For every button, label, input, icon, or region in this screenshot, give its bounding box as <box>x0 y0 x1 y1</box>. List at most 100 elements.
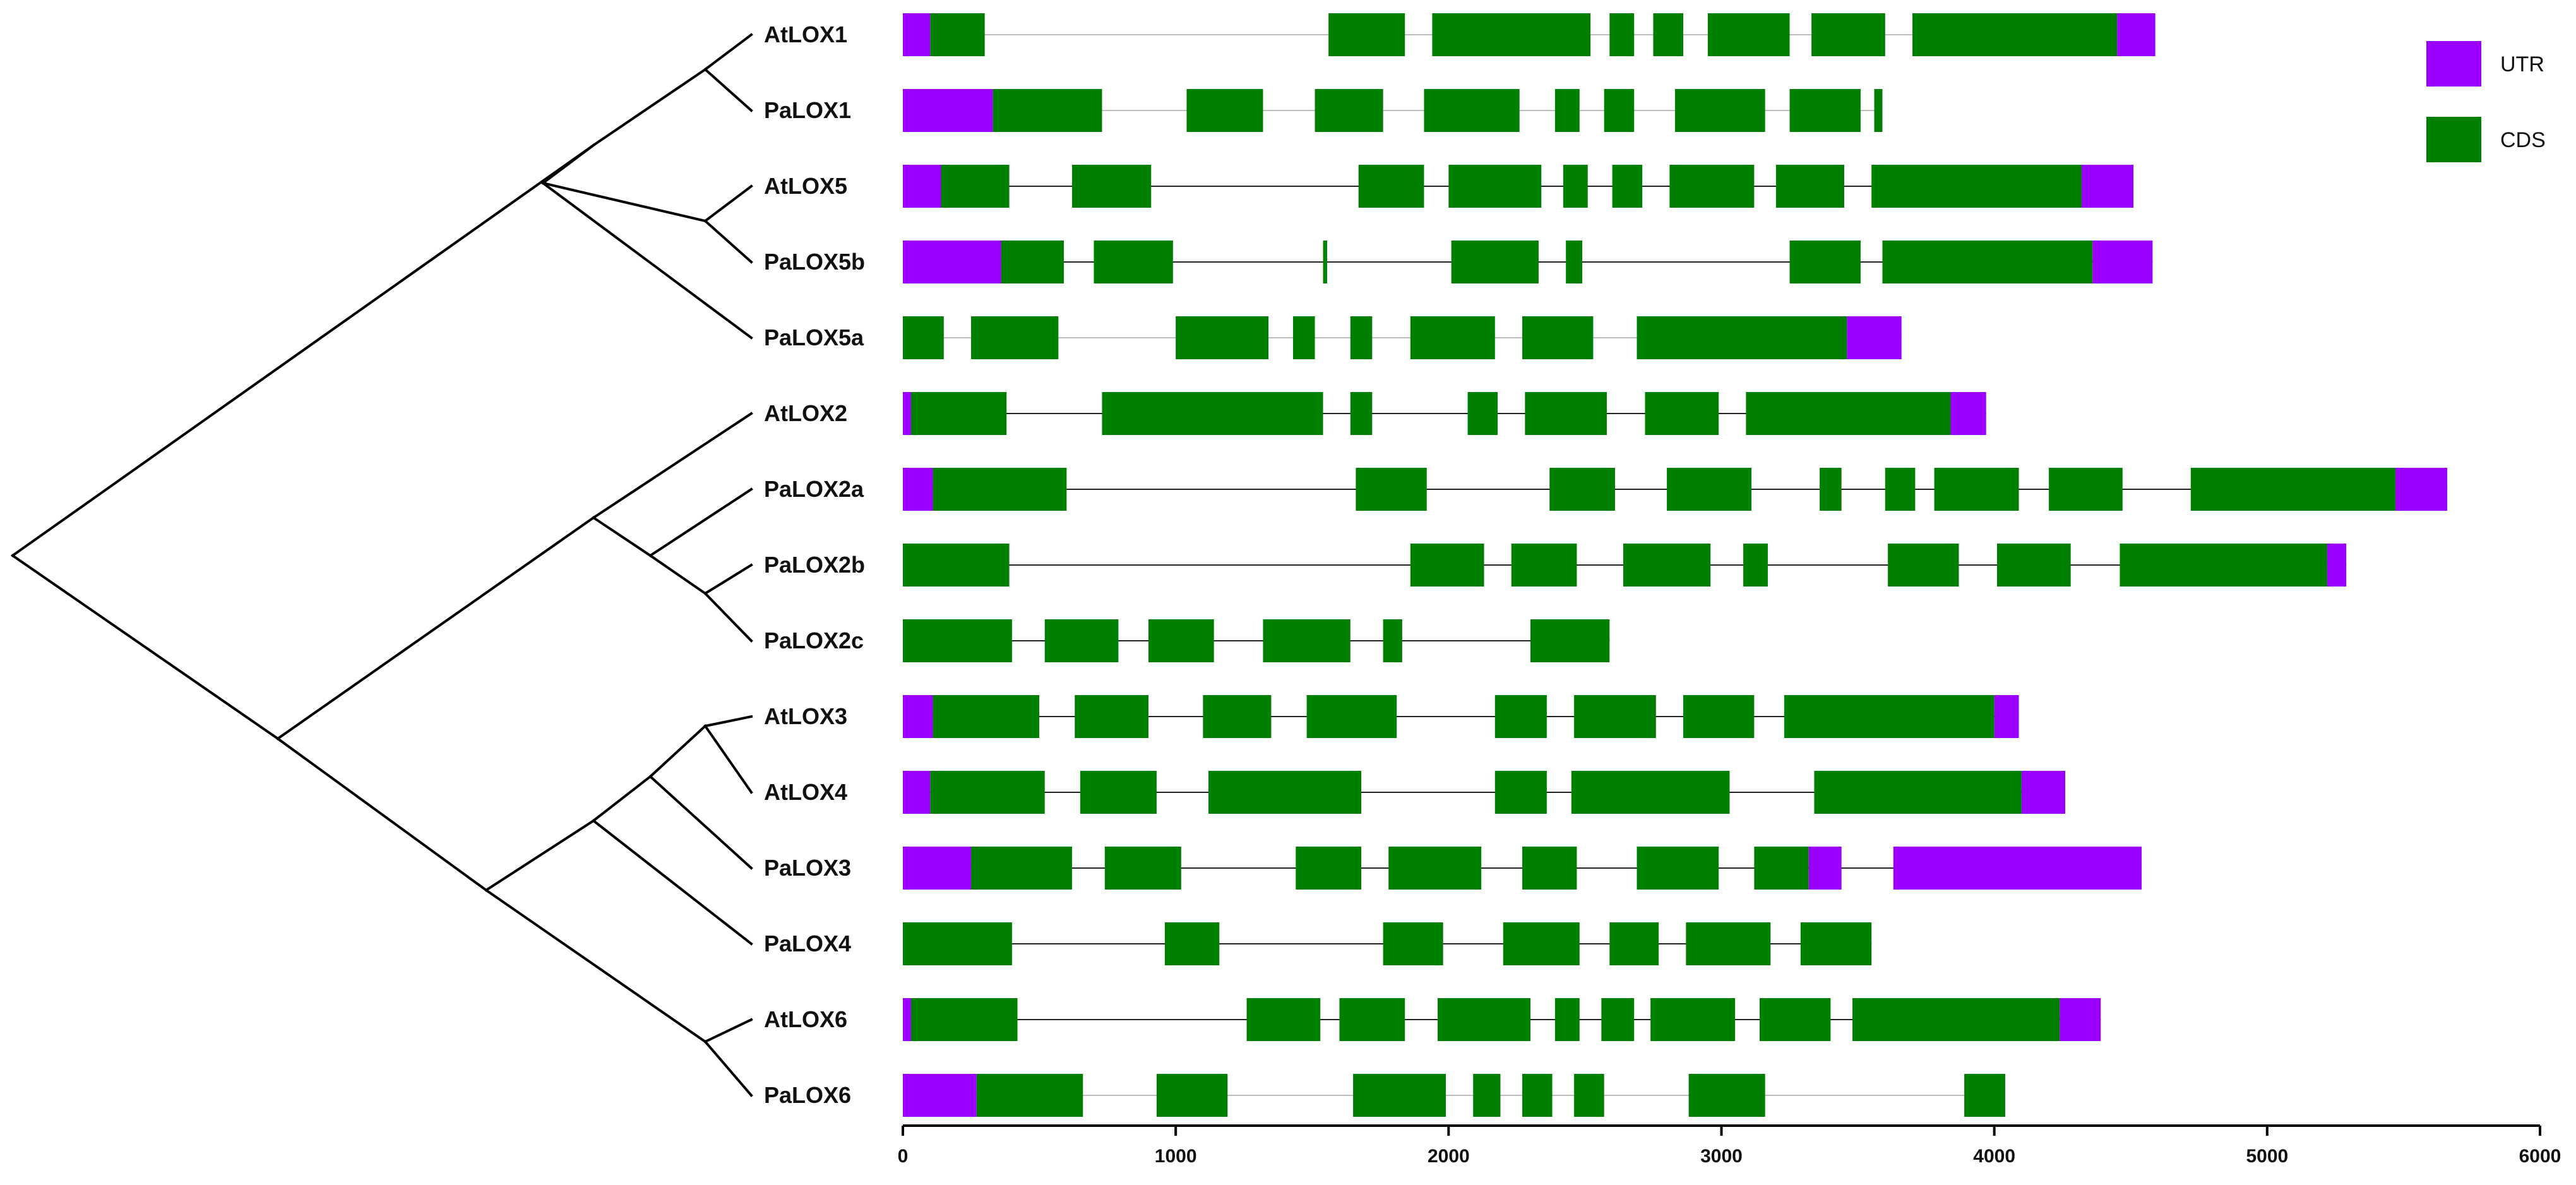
legend: UTR CDS <box>2426 41 2546 162</box>
cds-exon <box>1667 468 1752 511</box>
cds-exon <box>1522 316 1594 359</box>
cds-exon <box>1746 392 1951 435</box>
tree-branch <box>703 68 753 112</box>
cds-exon <box>1353 1074 1446 1117</box>
cds-exon <box>1811 13 1885 56</box>
cds-exon <box>1888 544 1959 587</box>
cds-exon <box>903 619 1012 662</box>
cds-exon <box>1789 89 1861 132</box>
x-tick-label: 4000 <box>1973 1146 2015 1167</box>
utr-segment <box>903 695 933 738</box>
gene-label-palox6: PaLOX6 <box>764 1082 851 1108</box>
cds-exon <box>1609 922 1659 965</box>
cds-exon <box>1571 771 1730 814</box>
tree-branch <box>592 819 753 946</box>
cds-exon <box>1874 89 1883 132</box>
cds-exon <box>1814 771 2022 814</box>
utr-segment <box>903 89 993 132</box>
cds-exon <box>1350 316 1373 359</box>
utr-segment <box>903 392 911 435</box>
cds-exon <box>1964 1074 2005 1117</box>
tree-branch <box>592 775 652 823</box>
cds-exon <box>1549 468 1615 511</box>
utr-segment <box>1994 695 2019 738</box>
tree-branch <box>703 33 753 71</box>
gene-label-atlox2: AtLOX2 <box>764 400 847 426</box>
cds-exon <box>1263 619 1351 662</box>
phylogenetic-tree <box>11 33 753 1097</box>
x-tick-label: 6000 <box>2519 1146 2561 1167</box>
cds-exon <box>1675 89 1765 132</box>
utr-segment <box>903 1074 977 1117</box>
gene-track-palox1 <box>903 89 1883 132</box>
gene-label-palox1: PaLOX1 <box>764 97 851 123</box>
cds-exon <box>1525 392 1607 435</box>
tree-branch <box>703 592 753 643</box>
cds-exon <box>1604 89 1635 132</box>
utr-segment <box>1950 392 1986 435</box>
gene-track-atlox1 <box>903 13 2156 56</box>
gene-track-atlox3 <box>903 695 2019 738</box>
cds-exon <box>1554 89 1580 132</box>
tree-branch <box>541 181 753 340</box>
cds-exon <box>1522 1074 1553 1117</box>
cds-exon <box>1339 998 1405 1041</box>
cds-exon <box>1645 392 1719 435</box>
x-tick-label: 5000 <box>2246 1146 2288 1167</box>
gene-track-atlox6 <box>903 998 2101 1041</box>
cds-exon <box>1522 847 1577 890</box>
cds-exon <box>1410 316 1495 359</box>
tree-branch <box>703 1040 753 1097</box>
cds-exon <box>971 847 1072 890</box>
cds-exon <box>910 998 1018 1041</box>
cds-exon <box>1554 998 1580 1041</box>
cds-exon <box>1775 165 1844 208</box>
tree-branch <box>648 487 753 557</box>
gene-label-atlox6: AtLOX6 <box>764 1006 847 1032</box>
cds-exon <box>1653 13 1683 56</box>
legend-label-cds: CDS <box>2500 128 2546 152</box>
cds-exon <box>941 165 1010 208</box>
cds-exon <box>1467 392 1498 435</box>
cds-exon <box>1410 544 1484 587</box>
tree-branch <box>648 724 707 778</box>
cds-exon <box>1800 922 1872 965</box>
cds-exon <box>1650 998 1736 1041</box>
utr-segment <box>903 998 911 1041</box>
cds-exon <box>1208 771 1362 814</box>
cds-exon <box>1637 847 1719 890</box>
tree-branch <box>703 715 753 728</box>
cds-exon <box>1934 468 2019 511</box>
cds-exon <box>1574 695 1656 738</box>
cds-exon <box>2190 468 2395 511</box>
gene-track-atlox2 <box>903 392 1986 435</box>
gene-track-palox5a <box>903 316 1902 359</box>
tree-branch <box>484 819 595 892</box>
gene-track-palox2c <box>903 619 1610 662</box>
gene-label-palox2a: PaLOX2a <box>764 476 864 502</box>
cds-exon <box>1080 771 1157 814</box>
cds-exon <box>1743 544 1768 587</box>
tree-branch <box>592 516 652 557</box>
gene-track-palox2b <box>903 544 2347 587</box>
cds-exon <box>1820 468 1842 511</box>
gene-tracks <box>903 13 2448 1117</box>
legend-label-utr: UTR <box>2500 52 2544 76</box>
cds-exon <box>1574 1074 1604 1117</box>
cds-exon <box>1494 695 1547 738</box>
cds-exon <box>1432 13 1591 56</box>
cds-exon <box>1383 922 1443 965</box>
utr-segment <box>2021 771 2066 814</box>
tree-branch <box>484 888 707 1044</box>
cds-exon <box>971 316 1059 359</box>
cds-exon <box>1350 392 1373 435</box>
cds-exon <box>993 89 1102 132</box>
cds-exon <box>1530 619 1610 662</box>
cds-exon <box>1885 468 1916 511</box>
cds-exon <box>1358 165 1424 208</box>
utr-segment <box>2395 468 2448 511</box>
gene-label-atlox4: AtLOX4 <box>764 779 847 805</box>
cds-exon <box>1388 847 1482 890</box>
cds-exon <box>1104 847 1181 890</box>
